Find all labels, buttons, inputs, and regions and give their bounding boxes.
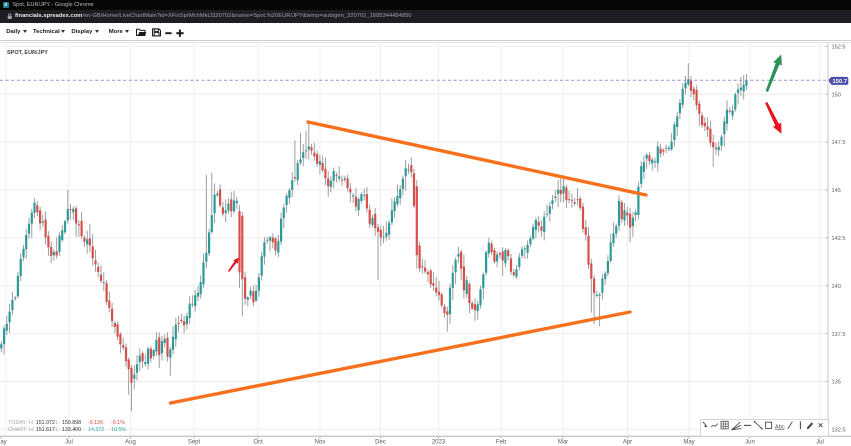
svg-text:140: 140 xyxy=(832,284,841,290)
svg-text:14.372: 14.372 xyxy=(88,427,104,433)
svg-text:150.7: 150.7 xyxy=(833,79,848,85)
svg-text:Sept: Sept xyxy=(188,440,201,446)
svg-text:L: 133.400: L: 133.400 xyxy=(56,427,81,433)
svg-text:Nov: Nov xyxy=(315,440,326,446)
svg-text:Abc: Abc xyxy=(775,424,785,430)
svg-text:Dec: Dec xyxy=(375,440,386,446)
svg-text:L: 150.898: L: 150.898 xyxy=(56,420,81,426)
svg-text:2023: 2023 xyxy=(432,440,446,446)
svg-text:TODAY:: TODAY: xyxy=(8,420,27,426)
svg-text:147.5: 147.5 xyxy=(832,140,846,146)
svg-text:137.5: 137.5 xyxy=(832,332,846,338)
svg-text:H: 151.617: H: 151.617 xyxy=(29,427,55,433)
svg-text:H: 151.072: H: 151.072 xyxy=(29,420,55,426)
svg-text:Jun: Jun xyxy=(745,440,755,446)
svg-text:May: May xyxy=(683,440,694,446)
svg-text:135: 135 xyxy=(832,380,841,386)
svg-text:-0.1%: -0.1% xyxy=(111,420,125,426)
svg-text:Aug: Aug xyxy=(125,440,136,446)
svg-text:Jul: Jul xyxy=(816,440,824,446)
svg-text:-0.126: -0.126 xyxy=(88,420,103,426)
svg-text:May: May xyxy=(0,440,7,446)
svg-text:Oct: Oct xyxy=(253,440,263,446)
svg-text:142.5: 142.5 xyxy=(832,236,846,242)
svg-text:152.5: 152.5 xyxy=(832,45,846,51)
svg-text:132.5: 132.5 xyxy=(832,428,846,434)
svg-text:CHART:: CHART: xyxy=(8,427,27,433)
svg-text:Feb: Feb xyxy=(496,440,507,446)
svg-text:150: 150 xyxy=(832,92,841,98)
svg-text:Apr: Apr xyxy=(623,440,632,446)
svg-text:SPOT, EUR/JPY: SPOT, EUR/JPY xyxy=(7,50,48,56)
svg-text:Mar: Mar xyxy=(558,440,568,446)
svg-text:10.5%: 10.5% xyxy=(111,427,126,433)
svg-text:Jul: Jul xyxy=(65,440,73,446)
svg-text:145: 145 xyxy=(832,188,841,194)
